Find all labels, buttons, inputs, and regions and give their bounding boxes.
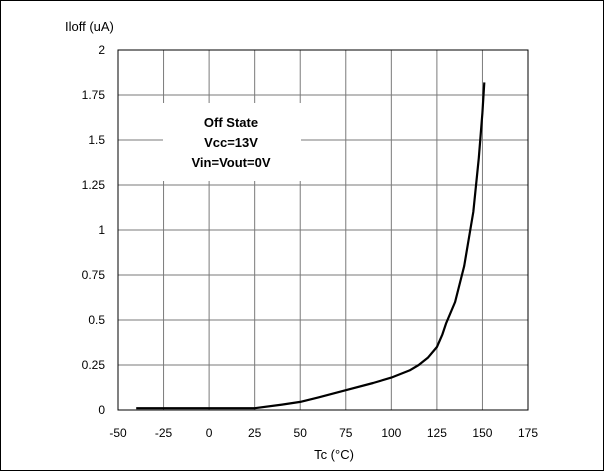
- x-tick-label: 150: [472, 426, 492, 440]
- y-tick-label: 1: [98, 223, 105, 237]
- y-axis-label: Iloff (uA): [65, 19, 114, 34]
- y-tick-labels: 0 0.25 0.5 0.75 1 1.25 1.5 1.75 2: [82, 43, 106, 417]
- x-tick-label: 75: [339, 426, 353, 440]
- x-tick-label: 100: [381, 426, 401, 440]
- y-tick-label: 0.5: [88, 313, 105, 327]
- y-tick-label: 1.75: [82, 88, 106, 102]
- y-tick-label: 0.25: [82, 358, 106, 372]
- x-tick-label: -25: [155, 426, 173, 440]
- x-axis-label: Tc (°C): [314, 447, 354, 462]
- annotation-line-vin: Vin=Vout=0V: [192, 155, 271, 170]
- x-tick-label: 125: [427, 426, 447, 440]
- y-tick-label: 1.25: [82, 178, 106, 192]
- x-tick-label: 0: [206, 426, 213, 440]
- y-tick-label: 2: [98, 43, 105, 57]
- y-tick-label: 1.5: [88, 133, 105, 147]
- annotation-line-state: Off State: [204, 115, 258, 130]
- y-tick-label: 0.75: [82, 268, 106, 282]
- x-tick-labels: -50 -25 0 25 50 75 100 125 150 175: [109, 426, 538, 440]
- x-tick-label: -50: [109, 426, 127, 440]
- annotation-line-vcc: Vcc=13V: [204, 135, 258, 150]
- series-line: [136, 82, 486, 410]
- x-tick-label: 175: [518, 426, 538, 440]
- series-group: [136, 82, 486, 410]
- y-tick-label: 0: [98, 403, 105, 417]
- plot-area: [117, 49, 529, 411]
- x-tick-label: 50: [294, 426, 308, 440]
- x-tick-label: 25: [248, 426, 262, 440]
- annotation-box: [163, 103, 301, 181]
